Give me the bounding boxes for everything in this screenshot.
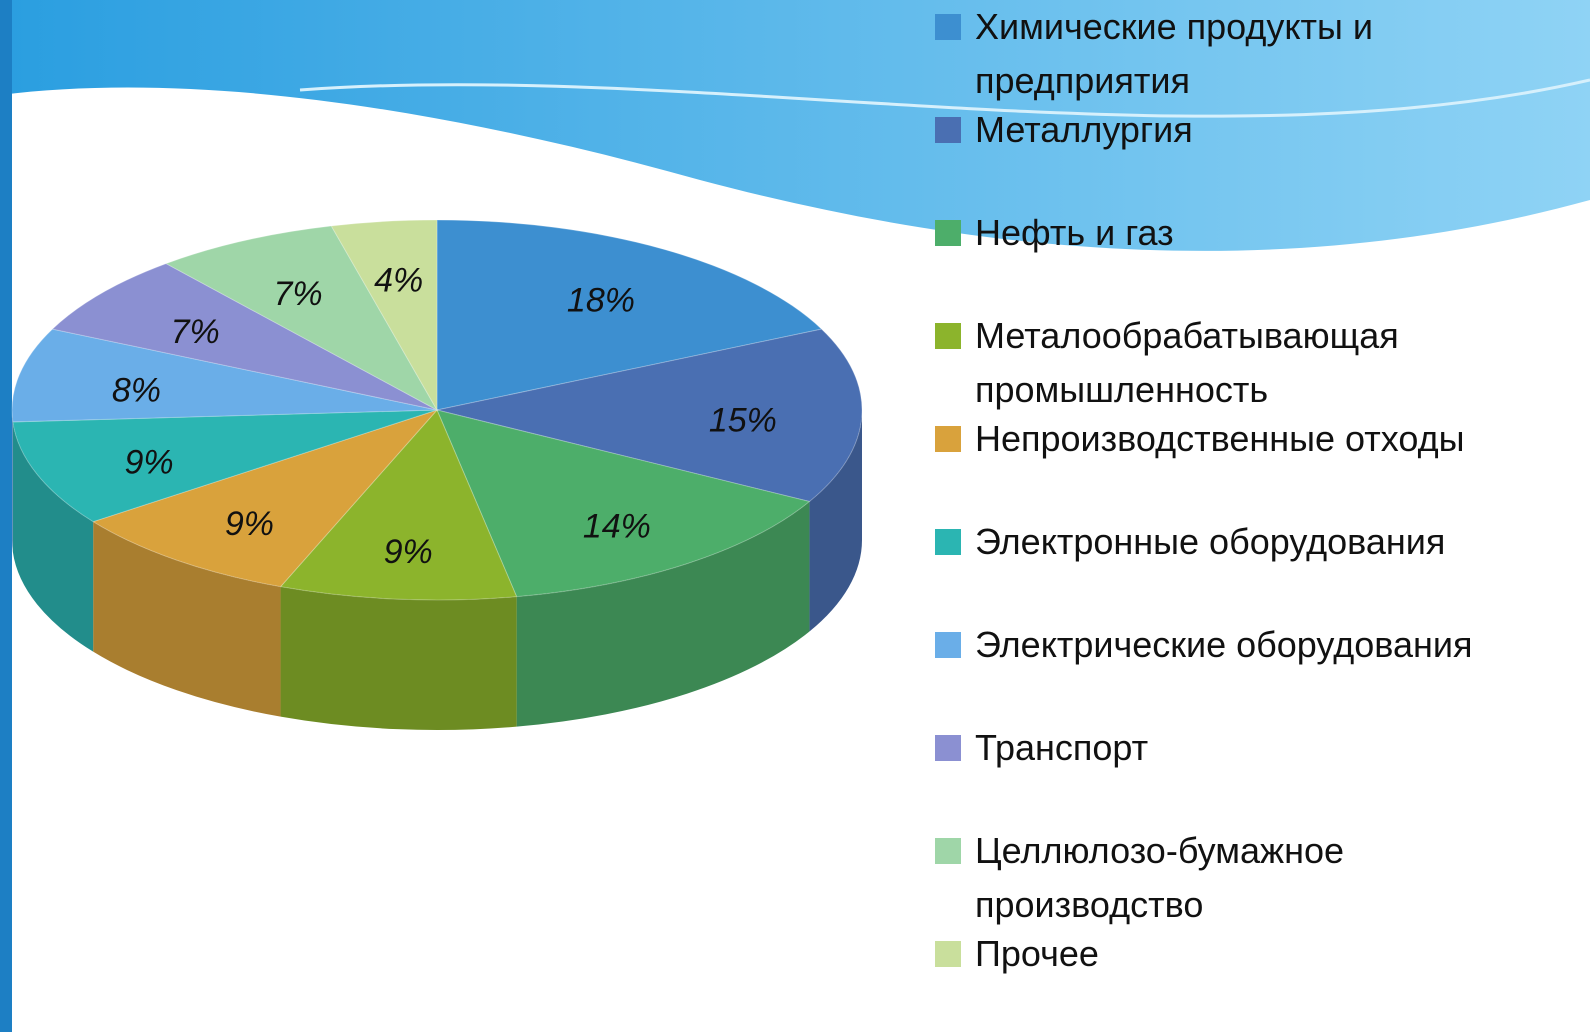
- slice-side: [12, 410, 13, 552]
- slice-side: [281, 587, 517, 730]
- data-label: 8%: [112, 371, 161, 409]
- data-label: 15%: [709, 401, 777, 439]
- legend-swatch: [935, 117, 961, 143]
- legend-swatch: [935, 323, 961, 349]
- data-label: 9%: [225, 505, 274, 543]
- page: 18% 15% 14% 9% 9% 9% 8% 7% 7% 4% Химические проду…: [0, 0, 1590, 1032]
- legend-swatch: [935, 14, 961, 40]
- legend-label: Металообрабатывающая промышленность: [975, 309, 1495, 417]
- legend-label: Нефть и газ: [975, 206, 1495, 260]
- data-label: 4%: [374, 261, 423, 299]
- legend-item: Электрические оборудования: [935, 618, 1535, 721]
- data-label: 9%: [125, 443, 174, 481]
- legend-swatch: [935, 838, 961, 864]
- legend-label: Целлюлозо-бумажное производство: [975, 824, 1495, 932]
- pie: 18% 15% 14% 9% 9% 9% 8% 7% 7% 4%: [12, 220, 862, 730]
- legend-item: Металообрабатывающая промышленность: [935, 309, 1535, 412]
- data-label: 9%: [384, 533, 433, 571]
- legend-label: Непроизводственные отходы: [975, 412, 1495, 466]
- legend-item: Непроизводственные отходы: [935, 412, 1535, 515]
- legend-swatch: [935, 220, 961, 246]
- legend-swatch: [935, 426, 961, 452]
- legend-swatch: [935, 632, 961, 658]
- legend-item: Целлюлозо-бумажное производство: [935, 824, 1535, 927]
- legend-item: Химические продукты и предприятия: [935, 0, 1535, 103]
- legend-label: Химические продукты и предприятия: [975, 0, 1495, 108]
- legend-swatch: [935, 735, 961, 761]
- data-label: 7%: [171, 313, 220, 351]
- legend-item: Металлургия: [935, 103, 1535, 206]
- legend-label: Металлургия: [975, 103, 1495, 157]
- legend-item: Транспорт: [935, 721, 1535, 824]
- legend-item: Электронные оборудования: [935, 515, 1535, 618]
- legend-label: Электронные оборудования: [975, 515, 1495, 569]
- legend-swatch: [935, 941, 961, 967]
- side-stripe: [0, 0, 12, 1032]
- data-label: 7%: [274, 275, 323, 313]
- legend-swatch: [935, 529, 961, 555]
- data-label: 18%: [567, 281, 635, 319]
- legend-item: Нефть и газ: [935, 206, 1535, 309]
- legend-label: Прочее: [975, 927, 1495, 981]
- data-label: 14%: [583, 508, 651, 546]
- legend-label: Транспорт: [975, 721, 1495, 775]
- legend-label: Электрические оборудования: [975, 618, 1495, 672]
- legend-item: Прочее: [935, 927, 1535, 1030]
